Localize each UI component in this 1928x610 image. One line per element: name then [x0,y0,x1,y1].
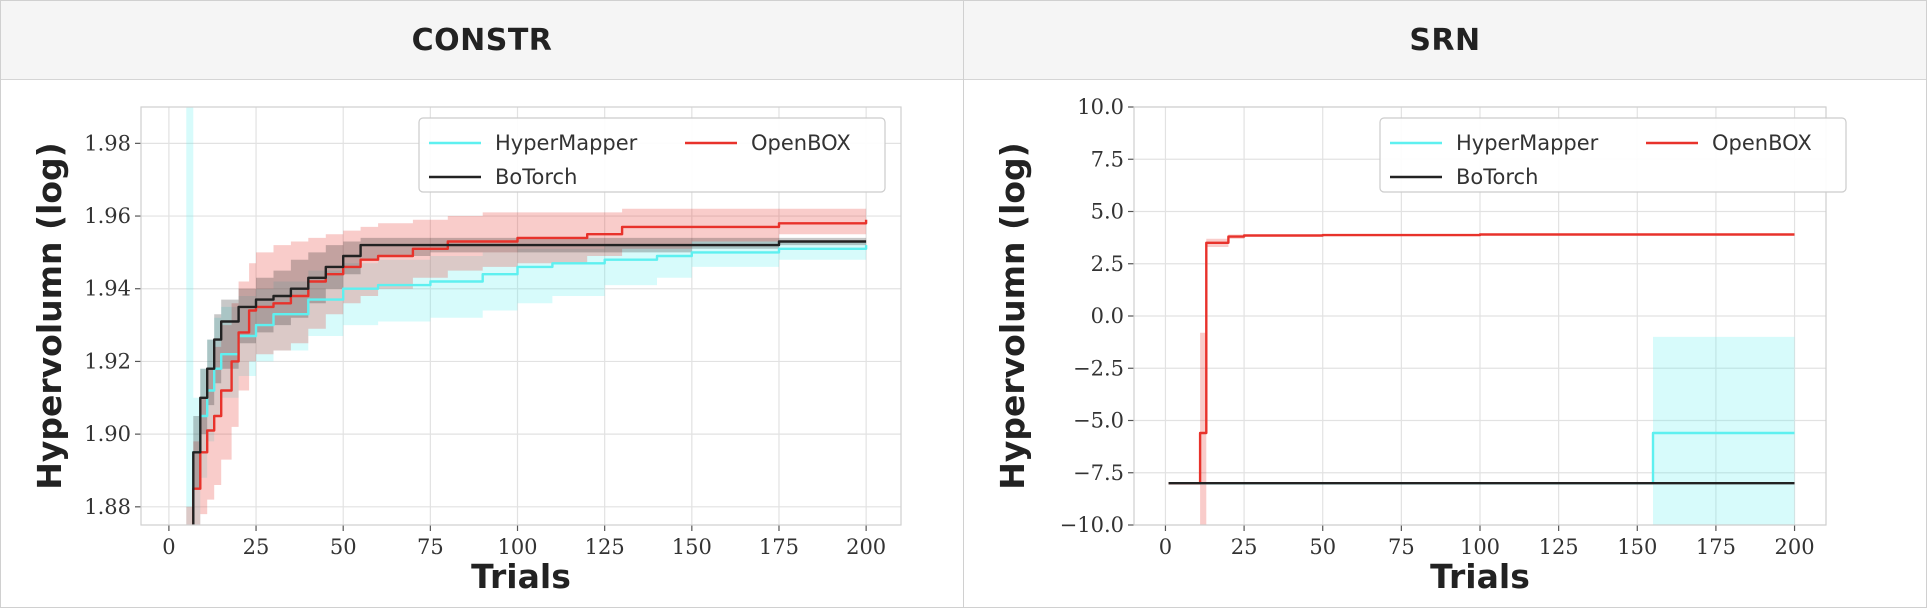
constr-xtick-label: 75 [417,535,444,559]
srn-openbox-line [1168,233,1795,485]
constr-xtick-label: 100 [497,535,537,559]
srn-plot-frame [1133,106,1827,526]
constr-hypermapper-line [192,245,868,525]
constr-xtick-label: 150 [672,535,712,559]
srn-legend: HyperMapper OpenBOX BoTorch [1379,117,1847,193]
constr-chart: 0 25 50 75 100 125 150 175 200 1.88 1.90 1.92 1.94 1.… [30,106,902,596]
srn-xtick-label: 25 [1231,535,1258,559]
legend-label-openbox: OpenBOX [751,131,851,155]
srn-xtick-label: 200 [1774,535,1814,559]
legend-label-botorch: BoTorch [495,165,577,189]
legend-label-hypermapper: HyperMapper [495,131,638,155]
srn-ytick-label: 0.0 [1091,304,1124,328]
constr-panel-title: CONSTR [1,1,963,80]
srn-xtick-label: 75 [1388,535,1415,559]
srn-ytick-label: −5.0 [1073,409,1124,433]
srn-chart: 0 25 50 75 100 125 150 175 200 −10.0 −7.5 −5.0 −2.5 0… [993,95,1847,596]
constr-panel: CONSTR 0 25 50 75 100 125 150 175 200 1.88 1.90 1.9… [0,0,964,608]
srn-xtick-label: 100 [1460,535,1500,559]
srn-ytick-label: 10.0 [1077,95,1124,119]
srn-ytick-label: 2.5 [1091,252,1124,276]
constr-ytick-label: 1.94 [84,277,131,301]
constr-y-axis-label: Hypervolumn (log) [30,142,69,490]
srn-ytick-label: −7.5 [1073,461,1124,485]
constr-xtick-label: 25 [243,535,270,559]
constr-ytick-label: 1.98 [84,131,131,155]
srn-ytick-label: −10.0 [1060,513,1124,537]
constr-ytick-label: 1.96 [84,204,131,228]
constr-series-group [186,107,868,525]
constr-hypermapper-band [186,107,867,525]
srn-xtick-label: 125 [1539,535,1579,559]
srn-y-axis-label: Hypervolumn (log) [993,142,1032,490]
constr-legend-box [418,117,886,193]
constr-xtick-label: 200 [846,535,886,559]
constr-xtick-label: 175 [759,535,799,559]
constr-ytick-label: 1.92 [84,349,131,373]
srn-xtick-label: 50 [1309,535,1336,559]
srn-legend-box [1379,117,1847,193]
legend-label-hypermapper: HyperMapper [1456,131,1599,155]
srn-xtick-label: 150 [1617,535,1657,559]
srn-hypermapper-band [1168,336,1795,525]
constr-x-axis-label: Trials [471,557,571,596]
srn-x-axis-label: Trials [1430,557,1530,596]
srn-series-group [1168,233,1795,525]
legend-label-openbox: OpenBOX [1712,131,1812,155]
srn-xtick-label: 0 [1159,535,1172,559]
constr-ytick-label: 1.90 [84,422,131,446]
constr-xtick-label: 50 [330,535,357,559]
srn-ytick-label: 7.5 [1091,147,1124,171]
constr-xtick-label: 125 [585,535,625,559]
constr-ytick-label: 1.88 [84,495,131,519]
constr-botorch-line [192,240,867,525]
srn-xtick-label: 175 [1696,535,1736,559]
srn-panel: SRN 0 25 50 75 100 125 150 175 200 −10.0 −7.5 −5.0 −… [963,0,1927,608]
constr-legend: HyperMapper OpenBOX BoTorch [418,117,886,193]
legend-label-botorch: BoTorch [1456,165,1538,189]
srn-ytick-label: 5.0 [1091,200,1124,224]
srn-panel-title: SRN [964,1,1926,80]
constr-xtick-label: 0 [162,535,175,559]
constr-plot-frame [140,106,902,526]
srn-ytick-label: −2.5 [1073,356,1124,380]
